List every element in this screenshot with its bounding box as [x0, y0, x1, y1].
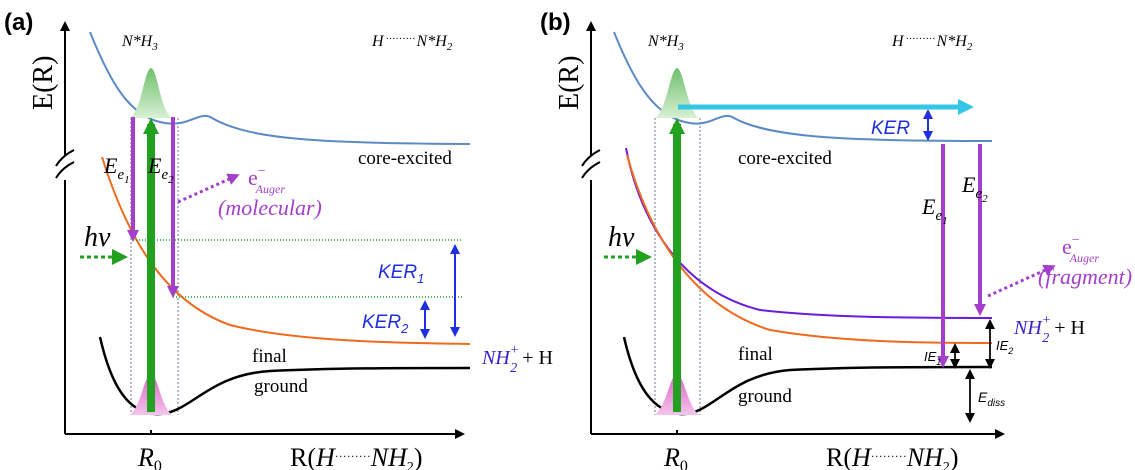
- auger-electron-arrow: [177, 173, 240, 204]
- y-axis-label: E(R): [28, 56, 59, 110]
- excited-wavepacket: [130, 68, 172, 118]
- excited-wavepacket-b: [655, 68, 699, 118]
- ker1-label: KER1: [378, 262, 424, 286]
- core-excited-label: core-excited: [358, 148, 452, 169]
- photon-label: hν: [84, 222, 111, 253]
- final-state-curve: [101, 156, 471, 345]
- auger-electron-label-b: e− Auger: [1062, 233, 1099, 265]
- ee2-label: Ee2: [147, 153, 174, 186]
- auger-type-label-b: (fragment): [1038, 264, 1132, 289]
- panel-b-label: (b): [540, 9, 571, 36]
- auger-type-label: (molecular): [218, 195, 322, 220]
- ground-state-curve-b: [622, 336, 993, 416]
- final-label: final: [252, 346, 287, 367]
- ground-label: ground: [254, 376, 308, 397]
- y-axis-label-b: E(R): [554, 56, 585, 110]
- product-label: NH+ 2 + H: [481, 343, 553, 376]
- x-axis-label-b: R(H·········NH2): [826, 443, 959, 470]
- r0-label-b: R0: [663, 443, 688, 470]
- ker2-label: KER2: [362, 312, 409, 336]
- core-excited-label-b: core-excited: [738, 148, 832, 169]
- panel-a: (a) E(R) hν Ee1 Ee2 e− Auger (molecul: [4, 9, 553, 470]
- nh2-plus-curve: [625, 147, 993, 319]
- axis-break-b: [581, 149, 601, 179]
- panel-a-label: (a): [4, 9, 33, 36]
- molecule-label-b: N*H3: [647, 33, 684, 53]
- ground-label-b: ground: [738, 386, 792, 407]
- ground-state-curve: [98, 336, 471, 416]
- final-state-curve-b: [626, 154, 993, 344]
- axis-break: [55, 149, 75, 179]
- ker-label: KER: [871, 118, 910, 139]
- molecule-label: N*H3: [121, 33, 158, 53]
- ee2-label-b: Ee2: [961, 172, 988, 205]
- ee1-label: Ee1: [103, 153, 130, 186]
- panel-b: (b) E(R) KER hν Ee1 Ee2: [540, 9, 1132, 470]
- ie2-label: IE2: [996, 338, 1013, 356]
- core-excited-curve: [89, 31, 471, 145]
- ie1-label: IE1: [924, 349, 941, 367]
- product-label-b: NH+ 2 + H: [1013, 313, 1085, 346]
- final-label-b: final: [738, 344, 773, 365]
- auger-electron-label: e− Auger: [248, 164, 285, 196]
- ee1-label-b: Ee1: [921, 194, 948, 227]
- photon-label-b: hν: [608, 222, 635, 253]
- ediss-label: Ediss: [978, 389, 1005, 409]
- r0-label: R0: [137, 443, 162, 470]
- fragments-label-b: H ·········N*H2: [891, 33, 973, 53]
- fragments-label: H ·········N*H2: [371, 33, 453, 53]
- core-excited-curve-b: [613, 31, 993, 142]
- x-axis-label: R(H·········NH2): [290, 443, 423, 470]
